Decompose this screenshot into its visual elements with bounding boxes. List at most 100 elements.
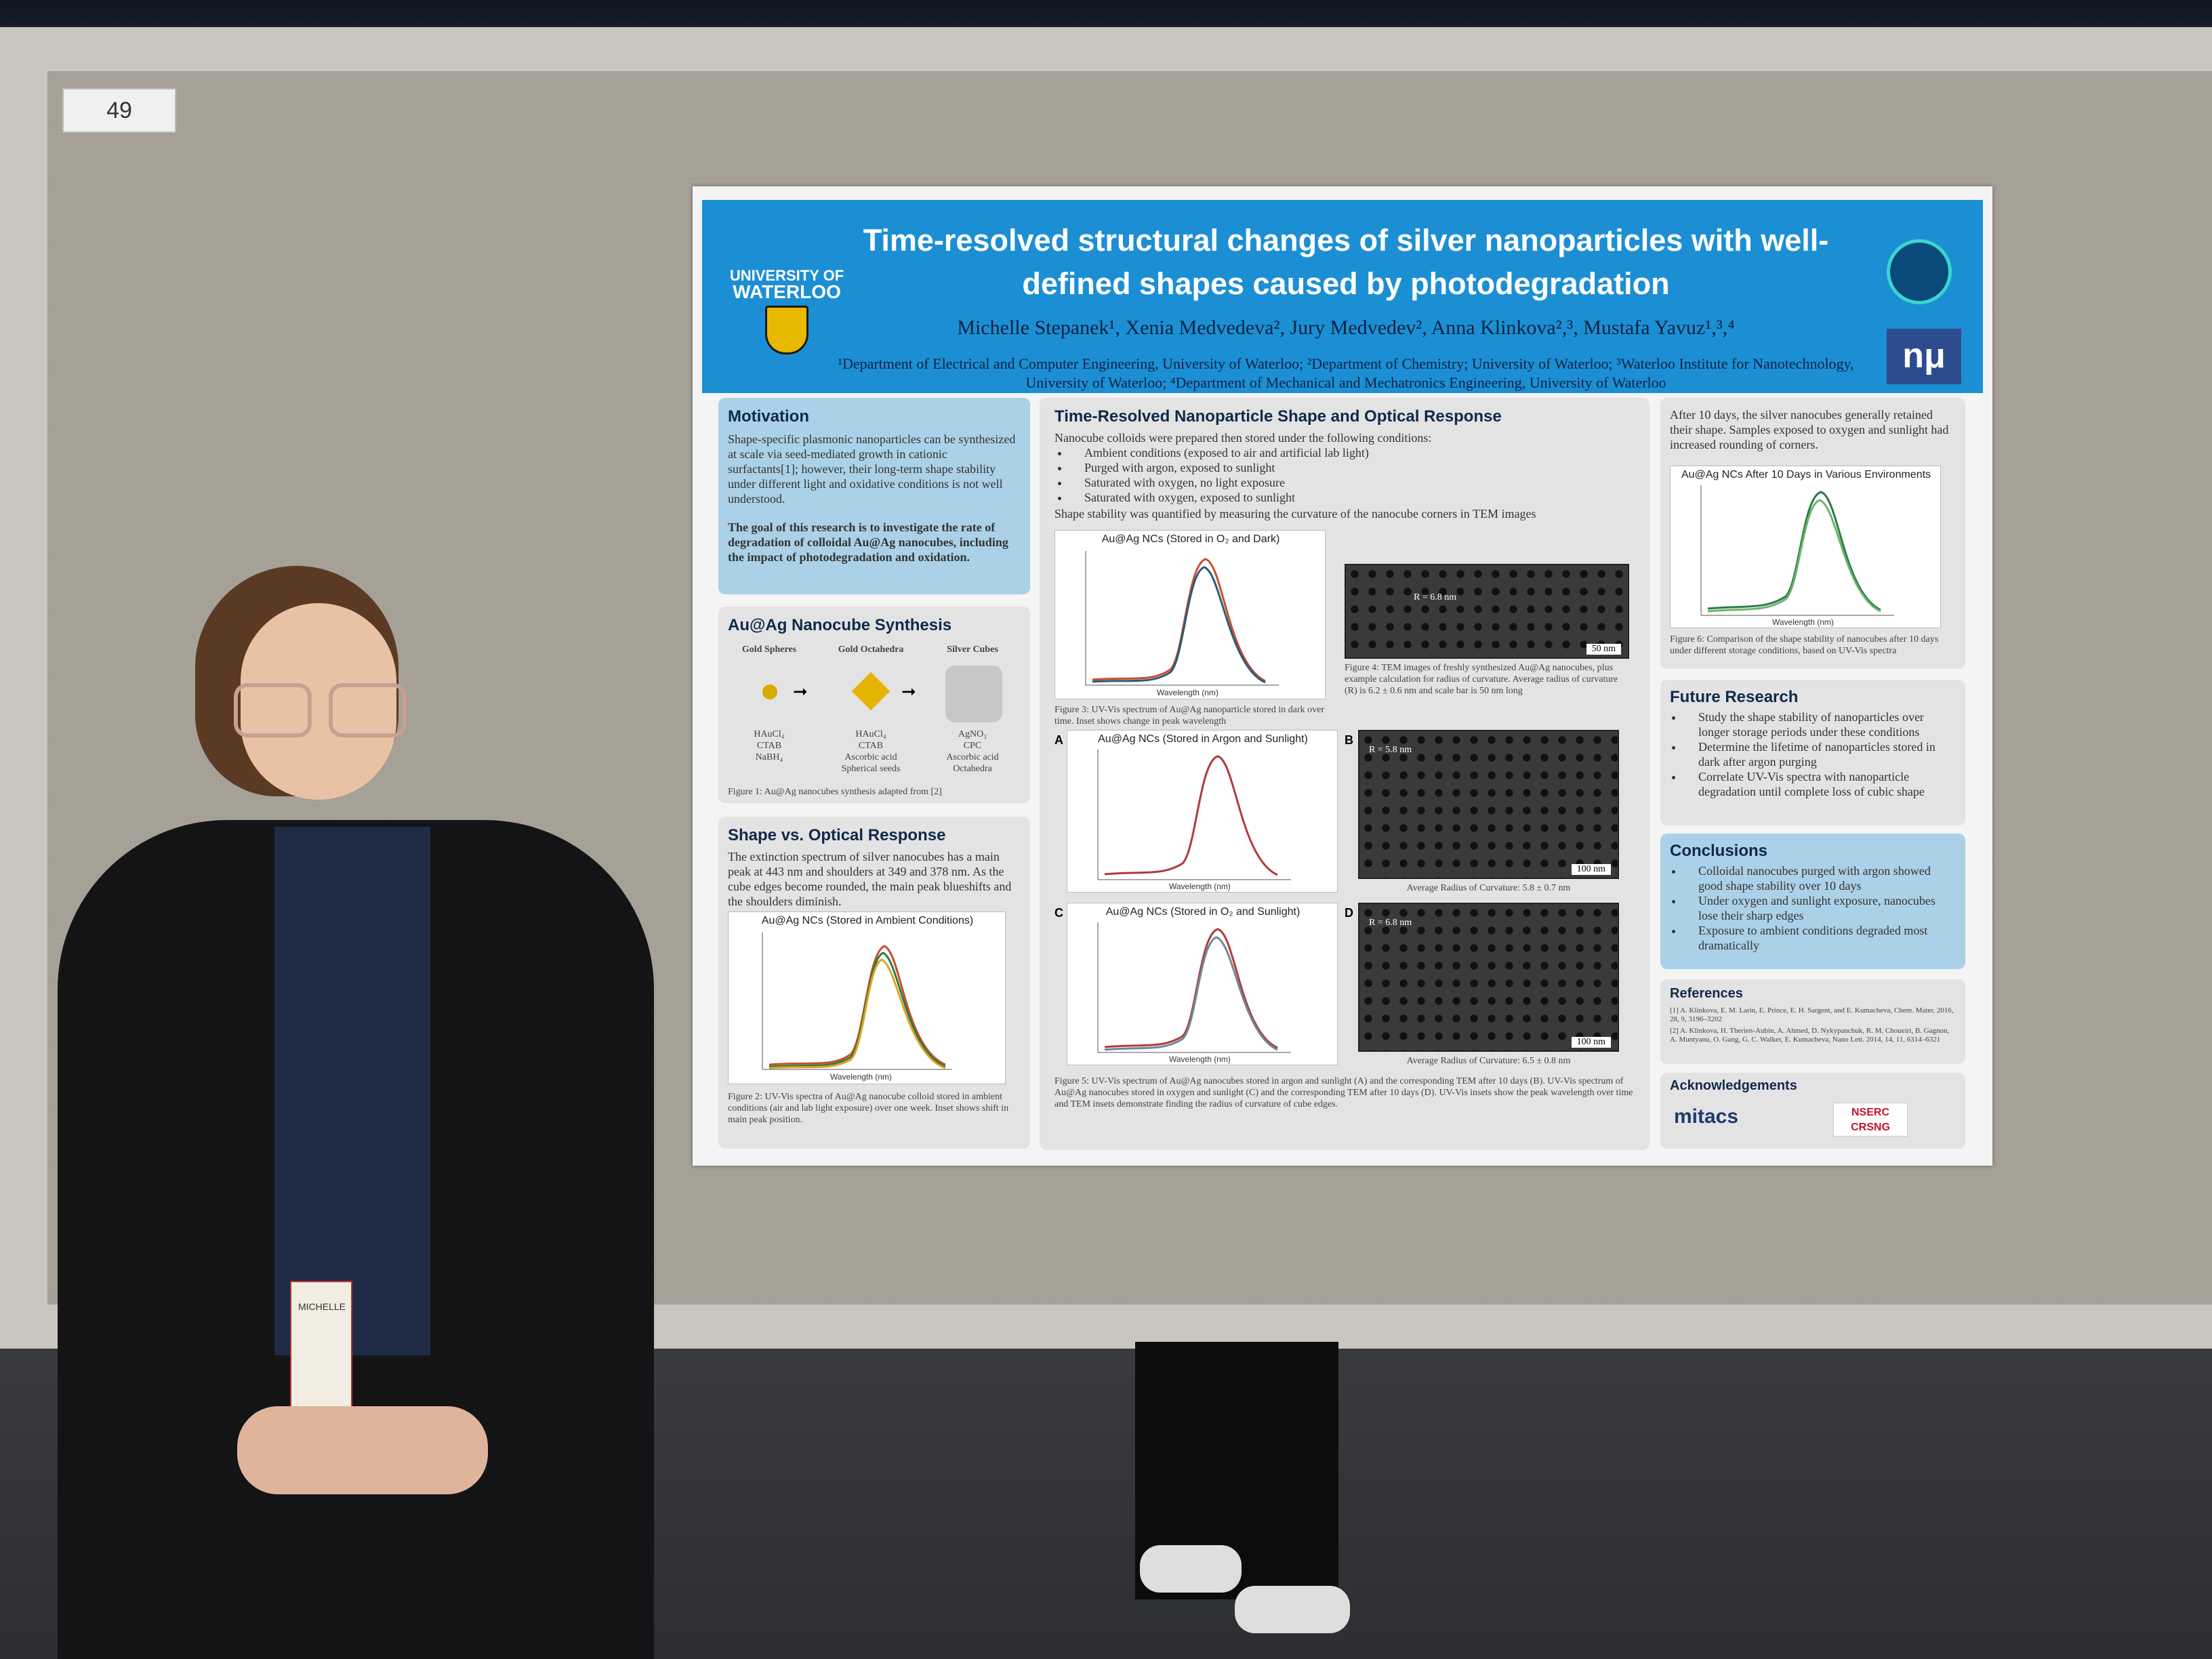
scale-bar-label: 100 nm (1571, 864, 1611, 875)
x-axis-label: Wavelength (nm) (1157, 688, 1218, 697)
spectrum-plot (1097, 922, 1291, 1053)
poster-header: UNIVERSITY OF WATERLOO Time-resolved str… (702, 200, 1983, 393)
conclusions-title: Conclusions (1670, 842, 1768, 860)
x-axis-label: Wavelength (nm) (830, 1072, 892, 1082)
references-title: References (1670, 986, 1743, 1001)
references-panel: References [1] A. Klinkova, E. M. Larin,… (1660, 979, 1965, 1064)
crest-icon (765, 306, 808, 354)
university-logo: UNIVERSITY OF WATERLOO (729, 268, 844, 376)
scale-bar-label: 100 nm (1571, 1037, 1611, 1048)
figure4-tem-image: R = 6.8 nm 50 nm (1345, 564, 1629, 659)
future-research-panel: Future Research Study the shape stabilit… (1660, 680, 1965, 825)
figure6-caption: Figure 6: Comparison of the shape stabil… (1670, 634, 1939, 656)
tem-radius-label: R = 6.8 nm (1414, 592, 1457, 602)
scale-bar-label: 50 nm (1586, 644, 1621, 655)
figure5-caption: Figure 5: UV-Vis spectrum of Au@Ag nanoc… (1054, 1076, 1633, 1109)
tem-radius-label: R = 5.8 nm (1369, 745, 1412, 755)
chart-title: Au@Ag NCs (Stored in Argon and Sunlight) (1098, 733, 1308, 745)
conclusions-panel: Conclusions Colloidal nanocubes purged w… (1660, 834, 1965, 969)
time-resolved-panel: Time-Resolved Nanoparticle Shape and Opt… (1040, 398, 1650, 1150)
stage-label: Silver Cubes (947, 644, 998, 655)
institute-logo-icon (1887, 239, 1952, 304)
figure2-chart: Au@Ag NCs (Stored in Ambient Conditions)… (728, 912, 1006, 1084)
name-badge (290, 1281, 352, 1410)
synthesis-title: Au@Ag Nanocube Synthesis (728, 616, 952, 634)
list-item: Saturated with oxygen, exposed to sunlig… (1069, 490, 1637, 505)
spectrum-plot (1700, 485, 1894, 616)
figureA-chart: Au@Ag NCs (Stored in Argon and Sunlight)… (1067, 730, 1338, 893)
tem-radius-label: R = 6.8 nm (1369, 918, 1412, 928)
chart-title: Au@Ag NCs (Stored in O₂ and Dark) (1101, 533, 1280, 545)
arrow-right-icon: ➞ (793, 681, 808, 701)
logo-text-line1: UNIVERSITY OF (729, 267, 844, 284)
list-item: Under oxygen and sunlight exposure, nano… (1683, 893, 1954, 923)
board-number-tag: 49 (62, 88, 176, 133)
mitacs-logo: mitacs (1674, 1105, 1739, 1128)
logo-text-line2: WATERLOO (733, 281, 841, 302)
glasses-icon (234, 683, 312, 737)
conclusions-list: Colloidal nanocubes purged with argon sh… (1670, 863, 1954, 953)
x-axis-label: Wavelength (nm) (1772, 617, 1834, 627)
stage-label: Gold Spheres (741, 644, 797, 655)
stage-reagents: HAuCl₄ CTAB Ascorbic acid Spherical seed… (841, 729, 901, 774)
future-research-list: Study the shape stability of nanoparticl… (1670, 710, 1954, 799)
figure6-chart: Au@Ag NCs After 10 Days in Various Envir… (1670, 466, 1941, 628)
list-item: Correlate UV-Vis spectra with nanopartic… (1683, 769, 1954, 799)
x-axis-label: Wavelength (nm) (1169, 882, 1231, 891)
motivation-goal: The goal of this research is to investig… (728, 520, 1008, 564)
sneaker-icon (1235, 1586, 1350, 1633)
gold-sphere-icon (762, 684, 777, 699)
research-poster: UNIVERSITY OF WATERLOO Time-resolved str… (693, 186, 1992, 1166)
shape-optical-text: The extinction spectrum of silver nanocu… (728, 850, 1012, 908)
future-research-title: Future Research (1670, 688, 1799, 706)
spectrum-plot (1097, 750, 1291, 880)
figure1-caption: Figure 1: Au@Ag nanocubes synthesis adap… (728, 787, 942, 797)
figure2-caption: Figure 2: UV-Vis spectra of Au@Ag nanocu… (728, 1092, 1009, 1125)
shape-optical-panel: Shape vs. Optical Response The extinctio… (718, 817, 1030, 1149)
reference-item: [1] A. Klinkova, E. M. Larin, E. Prince,… (1670, 1006, 1954, 1023)
x-axis-label: Wavelength (nm) (1169, 1054, 1231, 1064)
motivation-title: Motivation (728, 407, 809, 426)
figureC-chart: Au@Ag NCs (Stored in O₂ and Sunlight) Wa… (1067, 903, 1338, 1065)
chart-title: Au@Ag NCs (Stored in O₂ and Sunlight) (1105, 906, 1300, 918)
poster-title: Time-resolved structural changes of silv… (863, 223, 1829, 301)
acknowledgements-title: Acknowledgements (1670, 1078, 1797, 1093)
stage-reagents: AgNO₃ CPC Ascorbic acid Octahedra (946, 729, 999, 774)
quantified-text: Shape stability was quantified by measur… (1054, 507, 1536, 520)
reference-item: [2] A. Klinkova, H. Therien-Aubin, A. Ah… (1670, 1027, 1950, 1044)
synthesis-diagram: Gold Spheres Gold Octahedra Silver Cubes… (725, 644, 1023, 779)
list-item: Colloidal nanocubes purged with argon sh… (1683, 863, 1954, 893)
motivation-panel: Motivation Shape-specific plasmonic nano… (718, 398, 1030, 594)
poster-authors: Michelle Stepanek¹, Xenia Medvedeva², Ju… (957, 316, 1735, 339)
panel-letter: B (1345, 733, 1353, 747)
conditions-list: Ambient conditions (exposed to air and a… (1054, 445, 1637, 505)
person-hands (237, 1406, 488, 1494)
figureB-tem-image: R = 5.8 nm 100 nm (1358, 730, 1619, 879)
list-item: Purged with argon, exposed to sunlight (1069, 460, 1637, 475)
acknowledgements-panel: Acknowledgements mitacs NSERC CRSNG (1660, 1073, 1965, 1149)
stage-reagents: HAuCl₄ CTAB NaBH₄ (754, 729, 785, 762)
shape-optical-title: Shape vs. Optical Response (728, 826, 946, 844)
arrow-right-icon: ➞ (901, 681, 916, 701)
figureB-caption: Average Radius of Curvature: 5.8 ± 0.7 n… (1406, 883, 1571, 893)
name-badge-text: MICHELLE (298, 1301, 346, 1312)
figure3-chart: Au@Ag NCs (Stored in O₂ and Dark) Wavele… (1054, 530, 1326, 699)
poster-affiliations: ¹Department of Electrical and Computer E… (838, 355, 1854, 391)
chart-title: Au@Ag NCs (Stored in Ambient Conditions) (761, 915, 974, 926)
time-resolved-title: Time-Resolved Nanoparticle Shape and Opt… (1054, 407, 1502, 426)
glasses-icon (329, 683, 407, 737)
panel-letter: D (1345, 906, 1353, 920)
figure3-caption: Figure 3: UV-Vis spectrum of Au@Ag nanop… (1054, 705, 1325, 726)
nano-logo: nμ (1887, 329, 1961, 384)
sneaker-icon (1140, 1545, 1242, 1593)
synthesis-panel: Au@Ag Nanocube Synthesis Gold Spheres Go… (718, 607, 1030, 803)
list-item: Study the shape stability of nanoparticl… (1683, 710, 1954, 739)
panel-letter: A (1054, 733, 1063, 747)
person-face (241, 603, 396, 800)
chart-title: Au@Ag NCs After 10 Days in Various Envir… (1681, 469, 1931, 480)
gold-octahedron-icon (851, 672, 890, 711)
list-item: Ambient conditions (exposed to air and a… (1069, 445, 1637, 460)
stage-label: Gold Octahedra (838, 644, 904, 655)
spectrum-plot (762, 933, 952, 1070)
motivation-text: Shape-specific plasmonic nanoparticles c… (728, 432, 1016, 506)
